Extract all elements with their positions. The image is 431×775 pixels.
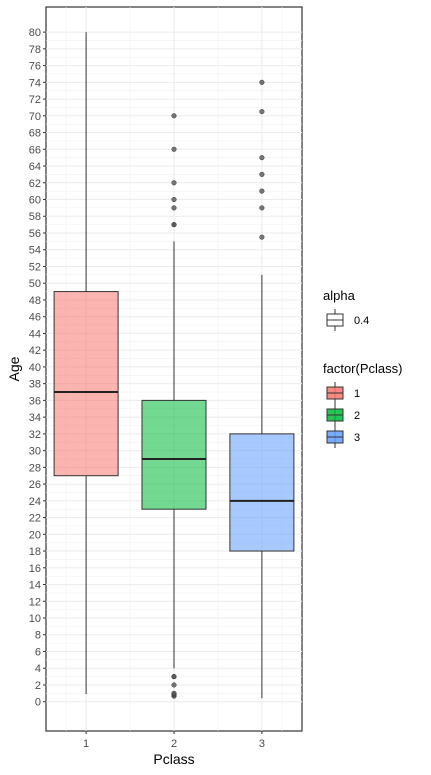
legend-key (326, 309, 344, 331)
y-tick-label: 18 (29, 546, 41, 558)
legend-key (326, 426, 344, 448)
y-tick-label: 60 (29, 195, 41, 207)
y-tick-label: 58 (29, 211, 41, 223)
outlier-point (259, 205, 265, 211)
outlier-point (171, 690, 177, 696)
y-tick-label: 40 (29, 362, 41, 374)
outlier-point (171, 180, 177, 186)
y-tick-label: 10 (29, 613, 41, 625)
outlier-point (171, 222, 177, 228)
legend-title: factor(Pclass) (323, 361, 402, 376)
outlier-point (259, 79, 265, 85)
outlier-point (171, 196, 177, 203)
legend-label: 1 (354, 388, 360, 400)
legend: alpha 0.4 factor(Pclass) 1 2 3 (323, 288, 402, 448)
y-tick-label: 62 (29, 178, 41, 190)
y-tick-label: 64 (29, 161, 41, 173)
legend-label: 3 (354, 432, 360, 444)
y-tick-label: 54 (29, 245, 41, 257)
x-axis-title: Pclass (153, 751, 194, 767)
y-tick-label: 34 (29, 412, 41, 424)
y-tick-label: 26 (29, 479, 41, 491)
y-tick-label: 6 (35, 646, 41, 658)
legend-label: 0.4 (354, 315, 369, 327)
x-axis: 1 2 3 (83, 731, 265, 750)
legend-title: alpha (323, 288, 356, 303)
y-tick-label: 36 (29, 395, 41, 407)
outlier-point (259, 171, 265, 177)
y-tick-label: 70 (29, 111, 41, 123)
outlier-point (259, 109, 265, 115)
y-tick-label: 16 (29, 563, 41, 575)
y-tick-label: 66 (29, 144, 41, 156)
y-tick-label: 56 (29, 228, 41, 240)
x-tick-label: 3 (259, 738, 265, 750)
y-tick-label: 22 (29, 513, 41, 525)
y-tick-label: 48 (29, 295, 41, 307)
y-tick-label: 50 (29, 278, 41, 290)
y-tick-label: 30 (29, 446, 41, 458)
boxes-layer (53, 32, 295, 699)
x-tick-label: 1 (83, 738, 89, 750)
box-body (141, 399, 207, 510)
outlier-point (259, 155, 265, 161)
y-tick-label: 14 (29, 580, 41, 592)
outlier-point (171, 674, 177, 680)
legend-key (326, 382, 344, 404)
y-tick-label: 24 (29, 496, 41, 508)
outlier-point (171, 113, 177, 119)
y-tick-label: 72 (29, 94, 41, 106)
y-tick-label: 46 (29, 312, 41, 324)
y-tick-label: 42 (29, 345, 41, 357)
box-body (53, 291, 119, 477)
box-pclass-3 (229, 79, 295, 699)
y-tick-label: 0 (35, 697, 41, 709)
y-tick-label: 80 (29, 27, 41, 39)
y-tick-label: 78 (29, 44, 41, 56)
x-tick-label: 2 (171, 738, 177, 750)
box-pclass-2 (141, 113, 207, 699)
y-tick-label: 38 (29, 379, 41, 391)
y-tick-label: 68 (29, 128, 41, 140)
box-pclass-1 (53, 32, 119, 695)
y-tick-label: 32 (29, 429, 41, 441)
y-tick-label: 76 (29, 61, 41, 73)
y-tick-label: 74 (29, 77, 41, 89)
y-tick-label: 28 (29, 462, 41, 474)
y-tick-label: 44 (29, 328, 41, 340)
legend-key (326, 404, 344, 426)
y-tick-label: 8 (35, 630, 41, 642)
box-body (229, 433, 295, 552)
outlier-point (171, 146, 177, 152)
outlier-point (259, 234, 265, 240)
y-tick-label: 20 (29, 529, 41, 541)
y-tick-label: 4 (35, 663, 41, 675)
outlier-point (171, 682, 177, 688)
y-axis: 0246810121416182022242628303234363840424… (29, 27, 46, 709)
legend-label: 2 (354, 410, 360, 422)
y-tick-label: 2 (35, 680, 41, 692)
y-tick-label: 52 (29, 261, 41, 273)
outlier-point (171, 205, 177, 211)
outlier-point (259, 188, 265, 194)
y-axis-title: Age (6, 356, 22, 381)
y-tick-label: 12 (29, 596, 41, 608)
